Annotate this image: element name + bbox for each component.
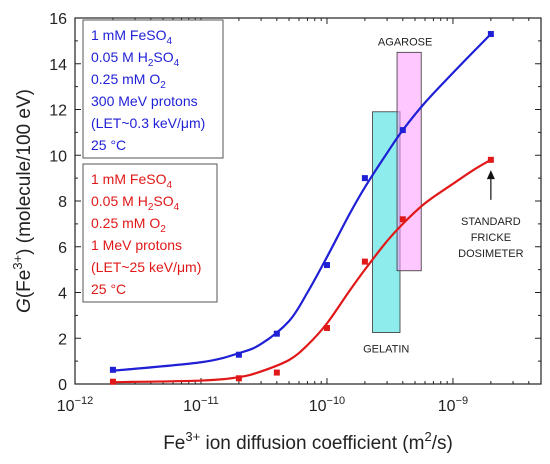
y-axis-title: G(Fe3+) (molecule/100 eV) <box>10 89 35 313</box>
legend-0-line: 25 °C <box>91 137 126 153</box>
series-0-point <box>399 127 406 134</box>
annotation-line: FRICKE <box>471 232 511 244</box>
legend-1-line: 0.05 M H2​SO4​ <box>91 193 180 213</box>
series-1-point <box>361 258 368 265</box>
legend-0-line: 0.05 M H2​SO4​ <box>91 49 180 69</box>
x-tick-label: 10−9 <box>438 395 468 415</box>
y-tick-label: 12 <box>49 103 67 120</box>
legend-1-line: 1 mM FeSO4​ <box>91 171 172 191</box>
y-tick-label: 2 <box>58 331 67 348</box>
y-tick-label: 16 <box>49 11 67 28</box>
region-label-gelatin: GELATIN <box>363 344 409 356</box>
x-axis-title: Fe3+ ion diffusion coefficient (m2/s) <box>163 429 453 454</box>
y-tick-label: 14 <box>49 57 67 74</box>
y-tick-label: 8 <box>58 194 67 211</box>
annotation-arrow-head <box>486 170 495 180</box>
region-gelatin <box>372 111 401 333</box>
series-1-point <box>109 378 116 385</box>
y-tick-label: 0 <box>58 377 67 394</box>
legend-1-line: 1 MeV protons <box>91 237 182 253</box>
series-1-point <box>235 375 242 382</box>
legend-1-line: (LET~25 keV/μm) <box>91 259 201 275</box>
series-0-point <box>273 330 280 337</box>
legend-0-line: 300 MeV protons <box>91 93 198 109</box>
y-tick-label: 10 <box>49 148 67 165</box>
series-1-point <box>399 216 406 223</box>
x-tick-label: 10−10 <box>309 395 345 415</box>
series-0-point <box>109 366 116 373</box>
region-agarose <box>396 51 422 272</box>
y-tick-label: 4 <box>58 286 67 303</box>
legend-box-1 <box>82 163 218 303</box>
series-1-point <box>273 369 280 376</box>
annotation-line: STANDARD <box>461 216 521 228</box>
series-0-point <box>323 262 330 269</box>
legend-box-0 <box>82 19 224 159</box>
series-0-point <box>235 351 242 358</box>
legend-0-line: 0.25 mM O2​ <box>91 71 166 91</box>
legend-1-line: 0.25 mM O2​ <box>91 215 166 235</box>
series-0-point <box>361 175 368 182</box>
x-tick-label: 10−12 <box>57 395 93 415</box>
legend-1-line: 25 °C <box>91 281 126 297</box>
legend-0-line: 1 mM FeSO4​ <box>91 27 172 47</box>
region-label-agarose: AGAROSE <box>378 36 432 48</box>
x-tick-label: 10−11 <box>183 395 219 415</box>
series-1-point <box>487 156 494 163</box>
series-1-point <box>323 324 330 331</box>
series-0-point <box>487 31 494 38</box>
y-tick-label: 6 <box>58 240 67 257</box>
annotation-line: DOSIMETER <box>458 248 523 260</box>
legend-0-line: (LET~0.3 keV/μm) <box>91 115 205 131</box>
